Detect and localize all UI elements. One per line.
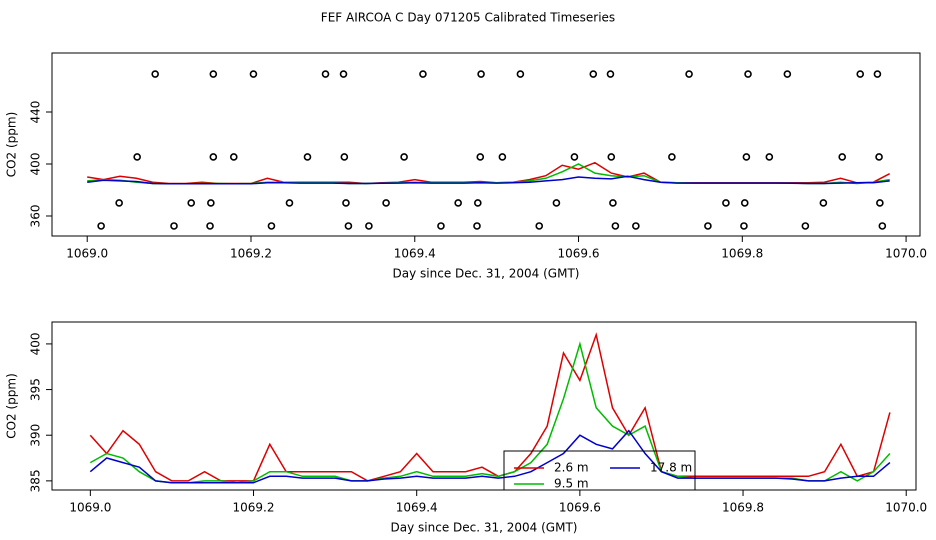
scatter-point [267,222,276,230]
scatter-point [476,153,485,161]
x-tick-label: 1069.8 [722,501,764,515]
scatter-point [632,222,640,230]
scatter-point [498,153,507,161]
scatter-point [611,222,620,230]
scatter-point [744,70,752,78]
scatter-point [97,222,105,230]
scatter-point [400,153,408,161]
plot-area [87,70,891,230]
legend-label: 2.6 m [554,461,589,475]
plot-frame [51,52,921,237]
scatter-point [856,70,865,78]
scatter-point [365,222,373,230]
legend-box [503,450,696,491]
scatter-point [819,199,828,207]
series-line [89,332,891,482]
scatter-point [133,153,141,161]
scatter-point [535,222,544,230]
series-line [87,163,890,185]
legend-label: 17.8 m [650,461,692,475]
scatter-point [207,199,215,207]
scatter-point [589,70,598,78]
scatter-point [340,153,349,161]
scatter-point [552,199,561,207]
x-tick-label: 1070.0 [885,247,927,261]
scatter-point [876,199,884,207]
scatter-point [285,199,294,207]
y-tick-label: 395 [29,378,43,401]
scatter-point [229,153,238,161]
scatter-point [437,222,445,230]
scatter-point [187,199,196,207]
scatter-point [419,70,427,78]
scatter-point [878,222,887,230]
scatter-point [722,199,730,207]
y-tick-label: 400 [29,332,43,355]
y-tick-label: 440 [29,101,43,124]
plot-frame [51,321,917,491]
scatter-point [685,70,693,78]
plot-area [89,332,891,484]
scatter-point [606,70,615,78]
scatter-point [249,70,258,78]
scatter-point [170,222,178,230]
scatter-point [740,199,749,207]
scatter-point [206,222,214,230]
page-title: FEF AIRCOA C Day 071205 Calibrated Times… [321,11,615,25]
series-line [87,161,891,185]
series-line [89,341,891,484]
x-tick-label: 1069.8 [721,247,763,261]
scatter-point [838,153,847,161]
scatter-point [783,70,792,78]
x-tick-label: 1069.2 [230,247,272,261]
x-tick-label: 1069.6 [558,247,600,261]
y-tick-label: 390 [29,424,43,447]
x-tick-label: 1069.4 [396,501,438,515]
scatter-point [742,153,751,161]
scatter-point [607,153,616,161]
y-tick-label: 400 [29,153,43,176]
scatter-point [473,222,481,230]
y-axis-label: CO2 (ppm) [5,373,19,439]
x-tick-label: 1069.6 [559,501,601,515]
scatter-point [209,153,218,161]
scatter-point [765,153,774,161]
scatter-point [609,199,617,207]
scatter-point [339,70,348,78]
scatter-point [875,153,883,161]
y-axis-label: CO2 (ppm) [5,112,19,178]
scatter-point [873,70,882,78]
scatter-point [801,222,810,230]
scatter-point [570,153,579,161]
series-line [89,429,891,484]
x-tick-label: 1069.2 [233,501,275,515]
scatter-point [209,70,218,78]
scatter-point [303,153,312,161]
scatter-point [344,222,353,230]
scatter-point [668,153,676,161]
scatter-point [382,199,390,207]
y-tick-label: 360 [29,205,43,228]
scatter-point [516,70,525,78]
x-axis-label: Day since Dec. 31, 2004 (GMT) [391,521,578,535]
x-axis-label: Day since Dec. 31, 2004 (GMT) [393,267,580,281]
scatter-point [151,70,159,78]
x-tick-label: 1069.0 [69,501,111,515]
scatter-point [704,222,712,230]
scatter-point [115,199,123,207]
legend-label: 9.5 m [554,477,589,491]
x-tick-label: 1070.0 [885,501,927,515]
scatter-point [740,222,748,230]
scatter-point [454,199,462,207]
series-line [87,175,890,185]
y-tick-label: 385 [29,469,43,492]
scatter-point [474,199,482,207]
x-tick-label: 1069.4 [394,247,436,261]
scatter-point [321,70,330,78]
scatter-point [477,70,485,78]
x-tick-label: 1069.0 [66,247,108,261]
scatter-point [342,199,350,207]
